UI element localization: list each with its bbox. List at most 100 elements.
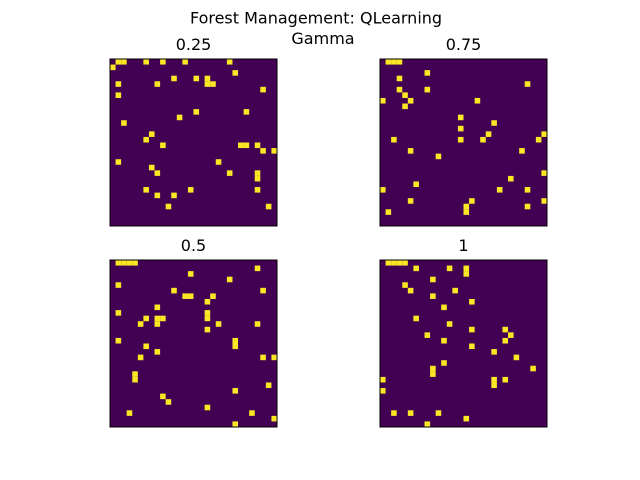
heatmap-panel-gamma-0-75: 0.75 [379,35,548,227]
heatmap-cell [204,81,211,87]
heatmap-cell [232,337,239,344]
heatmap-cell [380,187,386,193]
heatmap-cell [430,365,436,372]
heatmap-cell [115,337,122,344]
heatmap-cell [143,315,149,322]
heatmap-cell [160,315,166,322]
heatmap-cell [265,382,272,389]
heatmap-cell [396,75,403,82]
heatmap-cell [182,293,188,299]
heatmap-cell [430,276,436,283]
heatmap-cell [407,97,414,104]
heatmap-cell [254,142,261,149]
heatmap-panel-gamma-0-5: 0.5 [109,236,278,428]
heatmap-cell [137,354,144,361]
heatmap-cell [154,315,161,322]
heatmap-cell [502,337,509,344]
heatmap-cell [402,92,408,98]
heatmap-cell [232,421,239,427]
heatmap-cell [508,332,514,338]
heatmap-cell [469,198,475,204]
heatmap-cell [407,410,414,416]
heatmap-cell [187,187,194,193]
heatmap-cell [491,120,497,126]
heatmap-cell [385,209,392,215]
heatmap-cell [204,75,211,82]
heatmap-cell [260,287,266,294]
heatmap-cell [463,209,470,215]
heatmap-cell [457,136,464,143]
heatmap-title: 0.5 [181,236,206,255]
heatmap-cell [132,371,138,377]
heatmap-cell [424,70,431,76]
heatmap-cell [143,187,149,193]
heatmap-cell [232,70,239,76]
heatmap-frame [379,259,548,428]
heatmap-cell [391,260,397,266]
figure-title-line2: Gamma [291,29,354,48]
heatmap-cell [137,321,144,327]
heatmap-cell [254,170,261,176]
heatmap-cell [249,410,255,416]
heatmap-cell [446,265,453,272]
heatmap-cell [508,175,514,182]
heatmap-frame [109,58,278,227]
heatmap-cell [132,376,138,383]
heatmap-cell [491,382,497,389]
heatmap-cell [121,59,127,65]
heatmap-cell [115,59,122,65]
heatmap-cell [265,203,272,210]
heatmap-panel-gamma-0-25: 0.25 [109,35,278,227]
heatmap-cell [171,287,177,294]
heatmap-cell [148,131,155,137]
heatmap-cell [502,376,509,383]
heatmap-cell [396,86,403,93]
heatmap-cell [430,293,436,299]
heatmap-cell [457,114,464,121]
heatmap-cell [469,343,475,350]
heatmap-cell [402,260,408,266]
heatmap-cell [480,136,486,143]
heatmap-cell [524,187,531,193]
heatmap-cell [502,326,509,333]
heatmap-cell [424,86,431,93]
heatmap-cell [441,304,447,311]
heatmap-cell [160,393,166,400]
heatmap-cell [204,315,211,322]
heatmap-cell [154,192,161,199]
figure-title-line1: Forest Management: QLearning [190,9,442,28]
heatmap-cell [148,164,155,171]
heatmap-cell [435,410,442,416]
heatmap-cell [519,148,525,154]
heatmap-cell [121,120,127,126]
heatmap-frame [379,58,548,227]
heatmap-cell [176,114,183,121]
heatmap-cell [254,175,261,182]
heatmap-cell [441,337,447,344]
heatmap-cell [446,321,453,327]
heatmap-cell [210,81,216,87]
heatmap-cell [215,159,222,165]
heatmap-cell [260,148,266,154]
heatmap-cell [215,321,222,327]
heatmap-cell [154,321,161,327]
heatmap-title: 0.75 [446,35,482,54]
heatmap-cell [407,287,414,294]
heatmap-title: 1 [458,236,468,255]
heatmap-panel-gamma-1: 1 [379,236,548,428]
heatmap-cell [115,92,122,98]
heatmap-cell [204,404,211,411]
heatmap-cell [232,388,239,394]
heatmap-cell [193,109,200,115]
heatmap-cell [407,148,414,154]
heatmap-cell [126,410,133,416]
heatmap-cell [110,64,116,71]
heatmap-cell [413,181,419,188]
heatmap-cell [463,271,470,277]
heatmap-cell [243,109,250,115]
heatmap-cell [380,376,386,383]
heatmap-cell [260,86,266,93]
heatmap-cell [463,265,470,272]
heatmap-cell [391,410,397,416]
heatmap-cell [413,315,419,322]
